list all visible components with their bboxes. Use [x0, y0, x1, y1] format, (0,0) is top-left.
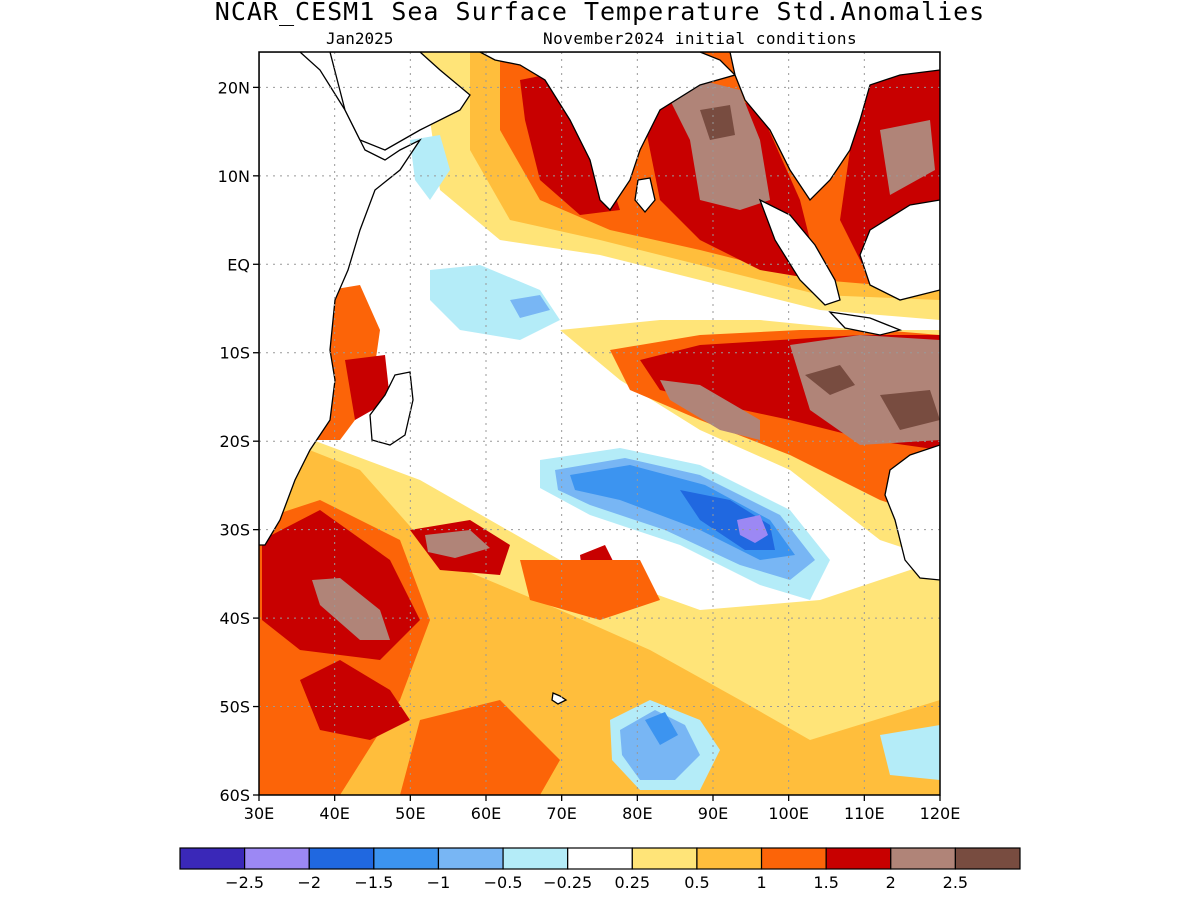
lon-tick-label: 50E	[395, 804, 425, 823]
lon-tick-label: 90E	[698, 804, 728, 823]
colorbar-swatch	[890, 847, 956, 870]
colorbar-label: −1	[427, 873, 451, 892]
colorbar-swatch	[373, 847, 440, 870]
land-madagascar	[369, 371, 414, 446]
land-borneo	[859, 199, 940, 301]
anomaly-region	[259, 430, 940, 795]
latitude-axis: 20N 10N EQ 10S 20S 30S 40S 50S 60S	[218, 78, 259, 805]
land-kerguelen	[551, 692, 568, 705]
lon-tick-label: 100E	[768, 804, 809, 823]
colorbar-label: −2.5	[225, 873, 264, 892]
colorbar-swatch	[760, 847, 827, 870]
anomaly-region	[880, 725, 940, 780]
colorbar-swatch	[179, 847, 246, 870]
anomaly-region	[880, 390, 940, 430]
colorbar-label: 2.5	[943, 873, 968, 892]
lat-tick-label: 60S	[219, 786, 250, 805]
colorbar-swatch	[631, 847, 698, 870]
colorbar-label: −2	[297, 873, 321, 892]
anomaly-region	[670, 80, 770, 210]
lon-tick-label: 30E	[244, 804, 274, 823]
land-india	[479, 52, 737, 212]
map-title: NCAR_CESM1 Sea Surface Temperature Std.A…	[214, 0, 986, 26]
lat-tick-label: 20S	[219, 432, 250, 451]
lat-tick-label: EQ	[227, 255, 250, 274]
land-australia	[884, 444, 940, 581]
anomaly-region	[645, 712, 678, 745]
colorbar: −2.5 −2 −1.5 −1 −0.5 −0.25 0.25 0.5 1 1.5 2 2.5	[179, 847, 1021, 892]
anomaly-field	[259, 52, 940, 795]
colorbar-swatch	[954, 847, 1021, 870]
colorbar-swatch	[308, 847, 375, 870]
anomaly-region	[805, 365, 855, 395]
lon-tick-label: 70E	[546, 804, 576, 823]
lat-tick-label: 10S	[219, 344, 250, 363]
lat-tick-label: 20N	[218, 78, 250, 97]
anomaly-region	[425, 530, 490, 558]
colorbar-swatch	[502, 847, 569, 870]
colorbar-label: −0.25	[543, 873, 592, 892]
land-southeast-asia	[729, 52, 940, 202]
initial-conditions: November2024 initial conditions	[543, 29, 858, 48]
colorbar-label: 0.25	[614, 873, 650, 892]
anomaly-region	[520, 560, 660, 620]
colorbar-label: −1.5	[354, 873, 393, 892]
colorbar-swatch	[437, 847, 504, 870]
lat-tick-label: 30S	[219, 521, 250, 540]
longitude-axis: 30E 40E 50E 60E 70E 80E 90E 100E 110E 120E	[244, 795, 961, 823]
lon-tick-label: 60E	[471, 804, 501, 823]
colorbar-label: 0.5	[684, 873, 709, 892]
colorbar-swatch	[825, 847, 892, 870]
land-sri-lanka	[634, 177, 656, 214]
map-frame	[258, 51, 941, 796]
lon-tick-label: 80E	[622, 804, 652, 823]
anomaly-region	[410, 135, 450, 200]
colorbar-label: 1.5	[813, 873, 838, 892]
forecast-month: Jan2025	[326, 29, 394, 48]
lat-tick-label: 10N	[218, 167, 250, 186]
lat-tick-label: 40S	[219, 609, 250, 628]
anomaly-region	[700, 105, 735, 140]
anomaly-region	[312, 578, 390, 640]
colorbar-swatch	[244, 847, 310, 870]
anomaly-region	[737, 515, 768, 543]
land-sumatra	[758, 198, 841, 306]
land-arabia	[329, 52, 471, 151]
colorbar-label: 2	[886, 873, 896, 892]
anomaly-region	[660, 380, 760, 440]
colorbar-swatch	[567, 847, 633, 870]
anomaly-region	[400, 700, 560, 795]
anomaly-region	[430, 265, 560, 340]
colorbar-label: 1	[756, 873, 766, 892]
colorbar-swatch	[696, 847, 763, 870]
anomaly-region	[300, 660, 410, 740]
land-java	[828, 311, 903, 336]
colorbar-label: −0.5	[484, 873, 523, 892]
anomaly-region	[880, 120, 935, 195]
anomaly-region	[510, 295, 550, 318]
lon-tick-label: 120E	[920, 804, 961, 823]
lon-tick-label: 110E	[844, 804, 885, 823]
lon-tick-label: 40E	[319, 804, 349, 823]
lat-tick-label: 50S	[219, 698, 250, 717]
